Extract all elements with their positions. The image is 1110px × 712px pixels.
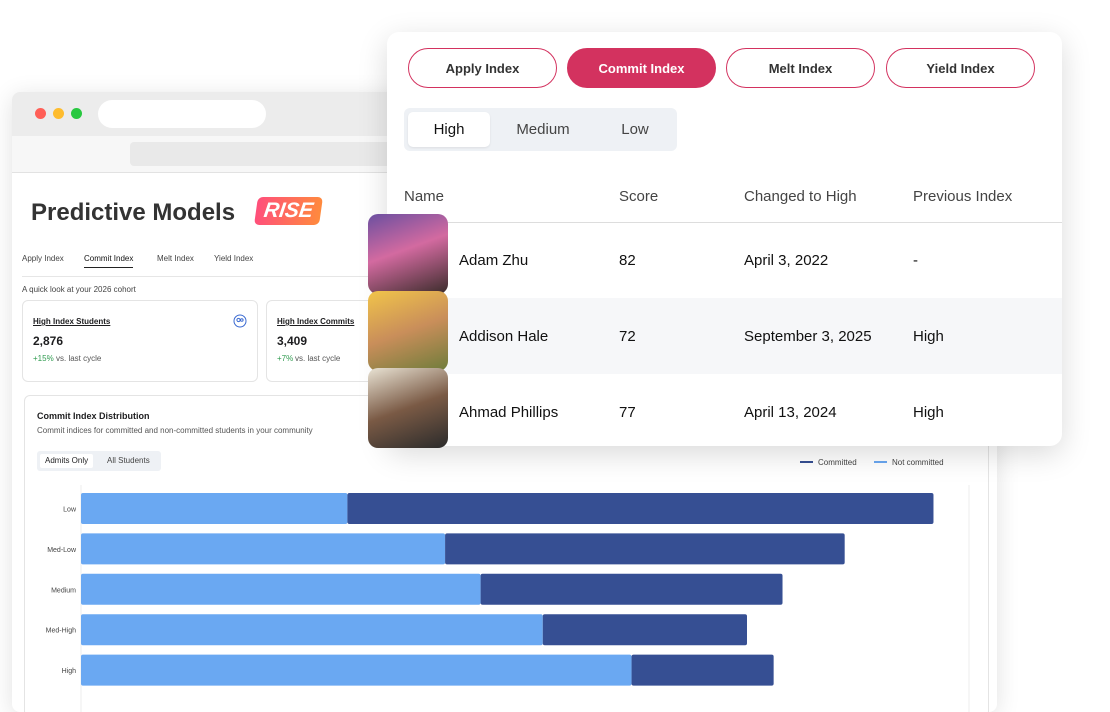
table-cell: Adam Zhu (459, 252, 529, 269)
avatar (368, 291, 448, 371)
y-tick-label: Med-Low (47, 547, 77, 554)
table-cell: High (913, 404, 944, 421)
level-switch: High Medium Low (404, 108, 677, 151)
card-change: +15% (33, 354, 54, 363)
column-header: Score (619, 188, 659, 205)
minimize-dot[interactable] (53, 108, 64, 119)
y-tick-label: High (62, 668, 77, 675)
avatar (368, 368, 448, 448)
zoom-dot[interactable] (71, 108, 82, 119)
chart-title: Commit Index Distribution (37, 411, 150, 421)
chart-toggle: Admits Only All Students (37, 451, 161, 471)
bar-segment (347, 493, 934, 524)
browser-tab[interactable] (98, 100, 266, 128)
table-cell: April 13, 2024 (744, 404, 837, 421)
bar-segment (480, 573, 783, 605)
index-button[interactable]: Melt Index (726, 48, 875, 88)
legend-label: Committed (818, 458, 857, 467)
y-tick-label: Medium (51, 587, 76, 594)
table-cell: 77 (619, 404, 636, 421)
stat-card: High Index Students 2,876 +15% vs. last … (22, 300, 258, 382)
legend-label: Not committed (892, 458, 944, 467)
chart-subtitle: Commit indices for committed and non-com… (37, 426, 313, 435)
column-header: Changed to High (744, 188, 857, 205)
table-row[interactable]: Ahmad Phillips 77 April 13, 2024 High (387, 374, 1062, 450)
table-row[interactable]: Addison Hale 72 September 3, 2025 High (387, 298, 1062, 374)
level-option[interactable]: Low (621, 121, 649, 138)
rise-badge: RISE (254, 197, 323, 225)
table-cell: Ahmad Phillips (459, 404, 559, 421)
table-cell: April 3, 2022 (744, 252, 829, 269)
close-dot[interactable] (35, 108, 46, 119)
column-header: Previous Index (913, 188, 1013, 205)
tab[interactable]: Melt Index (157, 254, 194, 263)
bar-segment (631, 654, 774, 686)
tab[interactable]: Apply Index (22, 254, 64, 263)
table-cell: 82 (619, 252, 636, 269)
tab-active[interactable]: Commit Index (84, 254, 134, 268)
index-button[interactable]: Yield Index (886, 48, 1035, 88)
bar-chart: Committed Not committed Low Med-Low Medium Me… (46, 458, 970, 712)
page: {"page": {"title": "Predictive Models", … (12, 32, 1062, 712)
y-tick-label: Low (63, 507, 77, 514)
card-value: 2,876 (33, 334, 64, 348)
table-cell: - (913, 252, 918, 269)
toggle-option-active[interactable]: Admits Only (40, 454, 94, 468)
header-divider (387, 222, 1062, 223)
table-cell: 72 (619, 328, 636, 345)
bar-segment (81, 614, 543, 646)
table-cell: Addison Hale (459, 328, 549, 345)
card-value: 3,409 (277, 334, 308, 348)
table-cell: High (913, 328, 944, 345)
people-icon[interactable] (233, 314, 247, 328)
avatar (368, 214, 448, 294)
card-change-suffix: vs. last cycle (295, 354, 341, 363)
bar-segment (81, 654, 632, 686)
bar-segment (81, 533, 446, 565)
card-change-suffix: vs. last cycle (56, 354, 102, 363)
index-panel: Apply Index Commit Index Melt Index Yiel… (368, 32, 1062, 448)
bar-segment (81, 493, 348, 524)
tab[interactable]: Yield Index (214, 254, 254, 263)
card-label: High Index Commits (277, 317, 355, 326)
bar-segment (542, 614, 747, 646)
bar-segment (445, 533, 845, 565)
bar-segment (81, 573, 481, 605)
table-row[interactable]: Adam Zhu 82 April 3, 2022 - (387, 222, 1062, 298)
chart-card: Commit Index Distribution Commit indices… (24, 395, 989, 712)
card-label: High Index Students (33, 317, 111, 326)
y-tick-label: Med-High (46, 628, 76, 635)
index-button-active[interactable]: Commit Index (567, 48, 716, 88)
level-option[interactable]: Medium (516, 121, 570, 138)
table-cell: September 3, 2025 (744, 328, 872, 345)
toggle-option[interactable]: All Students (107, 456, 150, 465)
index-button[interactable]: Apply Index (408, 48, 557, 88)
card-change: +7% (277, 354, 294, 363)
cohort-note: A quick look at your 2026 cohort (22, 285, 136, 294)
page-title: Predictive Models (31, 199, 236, 226)
level-option-active[interactable]: High (408, 112, 490, 147)
column-header: Name (404, 188, 445, 205)
